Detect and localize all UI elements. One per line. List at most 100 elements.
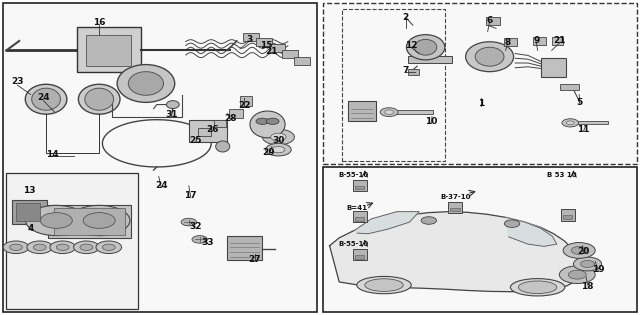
Text: 21: 21 bbox=[554, 37, 566, 45]
Ellipse shape bbox=[129, 72, 164, 95]
Circle shape bbox=[572, 246, 588, 255]
Text: 13: 13 bbox=[22, 186, 35, 195]
Bar bbox=[189, 120, 227, 142]
Bar bbox=[342, 9, 445, 161]
Text: 4: 4 bbox=[28, 224, 34, 233]
Bar bbox=[48, 205, 131, 238]
Circle shape bbox=[580, 261, 595, 267]
Bar bbox=[355, 186, 364, 189]
Text: 10: 10 bbox=[425, 117, 438, 126]
Circle shape bbox=[559, 266, 595, 284]
Bar bbox=[240, 96, 252, 106]
Circle shape bbox=[50, 241, 76, 254]
Bar bbox=[16, 203, 40, 220]
Circle shape bbox=[40, 213, 72, 228]
Polygon shape bbox=[330, 212, 582, 292]
Polygon shape bbox=[506, 217, 557, 246]
Circle shape bbox=[504, 220, 520, 227]
Bar bbox=[198, 128, 211, 136]
Text: 24: 24 bbox=[155, 181, 168, 190]
Ellipse shape bbox=[466, 42, 514, 72]
Circle shape bbox=[181, 218, 196, 226]
Text: 2: 2 bbox=[403, 13, 409, 22]
Bar bbox=[3, 3, 317, 312]
Text: 29: 29 bbox=[262, 148, 275, 157]
Circle shape bbox=[568, 270, 586, 279]
Circle shape bbox=[3, 241, 29, 254]
Bar bbox=[214, 120, 226, 127]
Bar bbox=[6, 173, 138, 309]
Bar bbox=[541, 58, 566, 77]
Bar bbox=[408, 56, 452, 63]
Ellipse shape bbox=[511, 278, 565, 296]
Text: 1: 1 bbox=[478, 100, 484, 108]
Bar bbox=[323, 167, 637, 312]
Text: B-37-10: B-37-10 bbox=[440, 194, 471, 200]
Bar bbox=[533, 37, 546, 45]
Bar bbox=[552, 37, 563, 45]
Bar bbox=[54, 208, 125, 235]
Ellipse shape bbox=[518, 281, 557, 294]
Bar bbox=[323, 3, 637, 164]
Circle shape bbox=[68, 205, 130, 236]
Bar bbox=[77, 27, 141, 72]
Ellipse shape bbox=[476, 47, 504, 66]
Text: 21: 21 bbox=[266, 48, 278, 56]
Text: B=41: B=41 bbox=[347, 205, 367, 211]
Text: 31: 31 bbox=[165, 111, 178, 119]
Text: 7: 7 bbox=[402, 66, 408, 75]
Circle shape bbox=[56, 244, 69, 250]
Text: 11: 11 bbox=[577, 125, 590, 134]
Circle shape bbox=[10, 244, 22, 250]
Text: 24: 24 bbox=[37, 93, 50, 102]
Ellipse shape bbox=[357, 277, 412, 294]
Bar bbox=[561, 209, 575, 220]
Text: 14: 14 bbox=[46, 150, 59, 159]
Ellipse shape bbox=[415, 39, 437, 55]
Circle shape bbox=[272, 146, 285, 153]
Circle shape bbox=[96, 241, 122, 254]
Circle shape bbox=[256, 118, 269, 124]
Circle shape bbox=[192, 236, 207, 243]
Text: 16: 16 bbox=[93, 18, 106, 26]
Text: 5: 5 bbox=[577, 98, 583, 107]
Bar bbox=[353, 211, 367, 222]
Text: 9: 9 bbox=[533, 37, 540, 45]
Bar bbox=[229, 109, 243, 118]
Text: 20: 20 bbox=[577, 248, 590, 256]
Bar bbox=[392, 110, 433, 114]
Ellipse shape bbox=[85, 88, 114, 110]
Text: 26: 26 bbox=[206, 125, 219, 134]
Text: 30: 30 bbox=[273, 136, 285, 145]
Text: 17: 17 bbox=[184, 191, 197, 200]
Bar bbox=[353, 180, 367, 191]
Circle shape bbox=[573, 257, 602, 271]
Bar bbox=[408, 69, 419, 75]
Text: B 53 10: B 53 10 bbox=[547, 172, 577, 178]
Polygon shape bbox=[355, 212, 419, 234]
Ellipse shape bbox=[166, 100, 179, 108]
Bar bbox=[294, 57, 310, 65]
Bar bbox=[355, 217, 364, 221]
Ellipse shape bbox=[406, 35, 445, 60]
Text: B-55-10: B-55-10 bbox=[338, 172, 369, 178]
Circle shape bbox=[80, 244, 93, 250]
Text: 3: 3 bbox=[246, 35, 253, 44]
Text: B-55-10: B-55-10 bbox=[338, 241, 369, 247]
Bar bbox=[355, 255, 364, 259]
Text: 12: 12 bbox=[404, 41, 417, 50]
Text: 28: 28 bbox=[224, 114, 237, 123]
Ellipse shape bbox=[26, 84, 67, 114]
Ellipse shape bbox=[250, 111, 285, 138]
Ellipse shape bbox=[216, 141, 230, 152]
Circle shape bbox=[380, 108, 398, 117]
Bar bbox=[282, 50, 298, 58]
Circle shape bbox=[83, 213, 115, 228]
Bar bbox=[256, 38, 272, 46]
Text: 32: 32 bbox=[189, 222, 202, 231]
Circle shape bbox=[563, 243, 595, 258]
Bar bbox=[504, 38, 517, 46]
Bar bbox=[573, 121, 608, 124]
Bar bbox=[243, 33, 259, 41]
Circle shape bbox=[26, 205, 87, 236]
